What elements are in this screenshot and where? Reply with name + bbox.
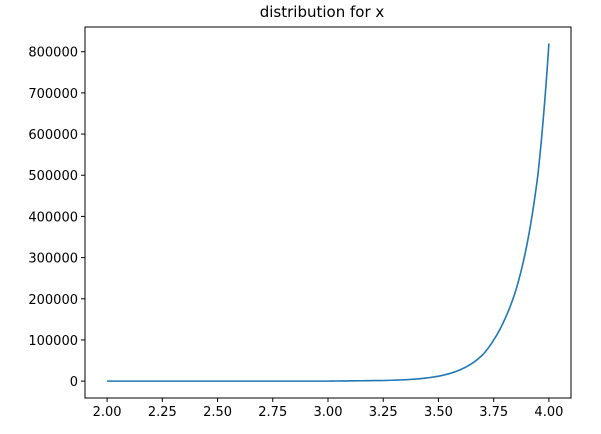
y-tick-label: 300000 [28, 252, 78, 267]
x-tick-label: 2.00 [93, 405, 122, 420]
x-tick-label: 4.00 [534, 405, 563, 420]
x-tick-label: 2.50 [203, 405, 232, 420]
x-tick-label: 3.75 [479, 405, 508, 420]
x-axis: 2.00 2.25 2.50 2.75 3.00 3.25 3.50 3.75 4.00 [93, 398, 563, 420]
series-line [107, 43, 550, 382]
x-tick-label: 3.50 [424, 405, 453, 420]
x-tick-label: 3.00 [314, 405, 343, 420]
y-axis: 0 100000 200000 300000 400000 500000 600000 700… [28, 46, 85, 390]
y-tick-label: 100000 [28, 334, 78, 349]
y-tick-label: 0 [70, 375, 78, 390]
y-tick-label: 800000 [28, 46, 78, 61]
x-tick-label: 2.75 [258, 405, 287, 420]
y-tick-label: 200000 [28, 293, 78, 308]
chart-title: distribution for x [260, 3, 385, 21]
y-tick-label: 400000 [28, 210, 78, 225]
y-tick-label: 500000 [28, 169, 78, 184]
y-tick-label: 700000 [28, 87, 78, 102]
plot-frame [84, 26, 572, 399]
x-tick-label: 2.25 [148, 405, 177, 420]
x-tick-label: 3.25 [369, 405, 398, 420]
y-tick-label: 600000 [28, 128, 78, 143]
